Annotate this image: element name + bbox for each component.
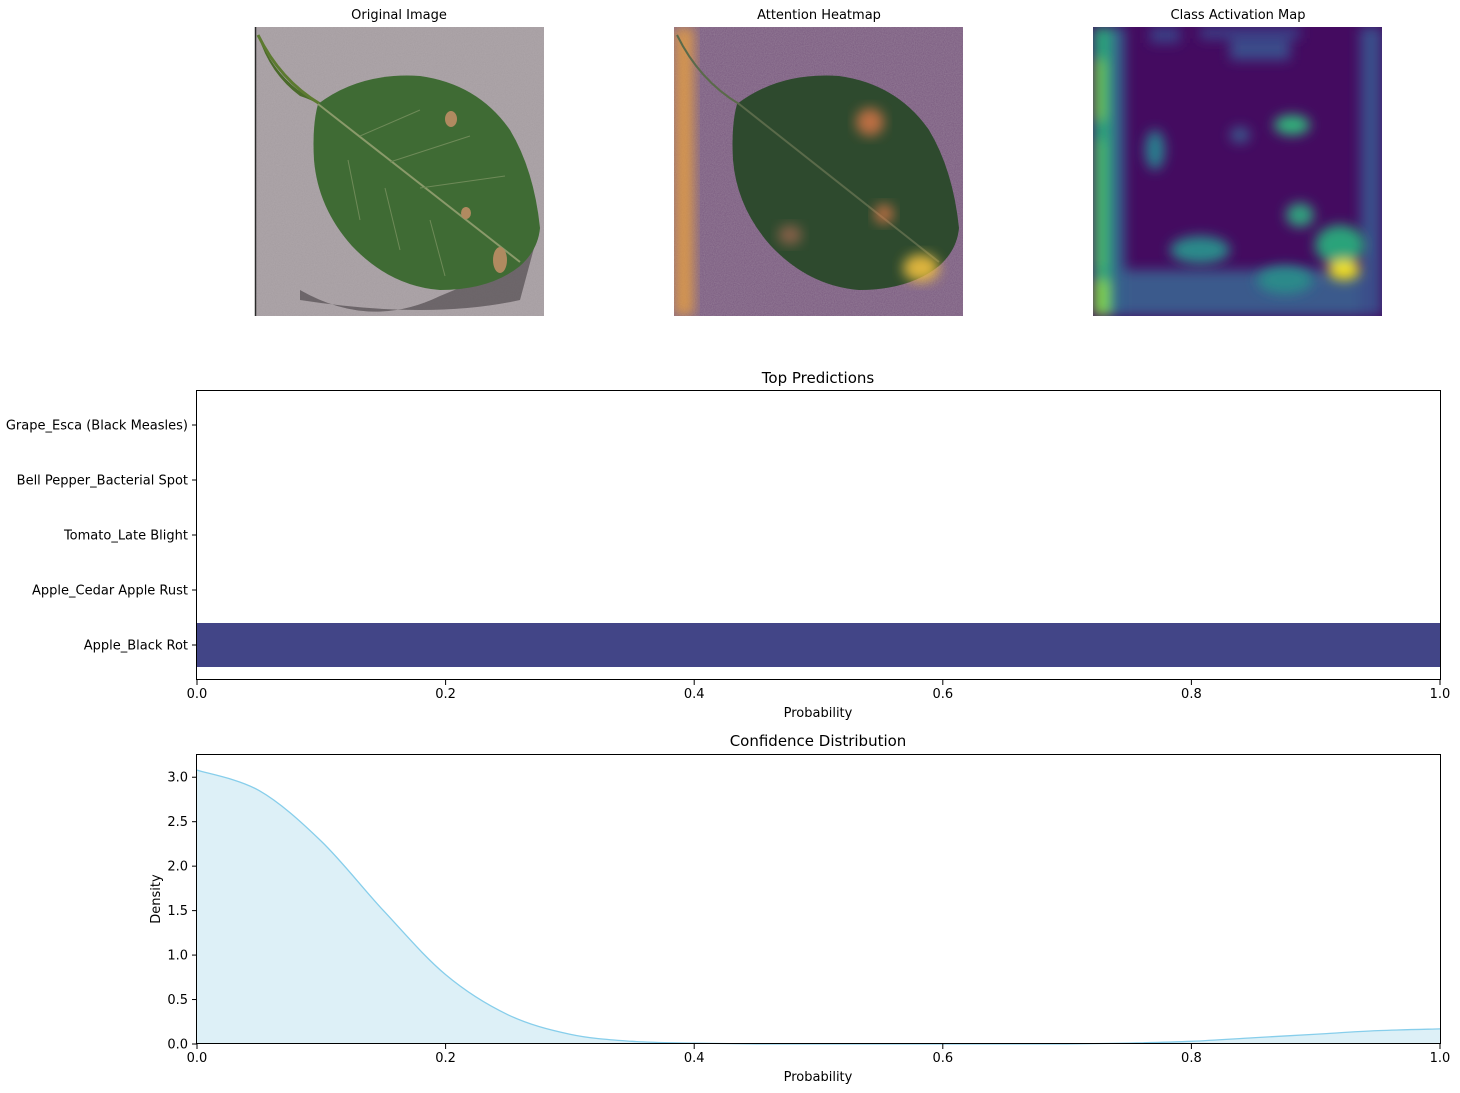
attention-heatmap-title: Attention Heatmap [757,8,881,23]
plot-frame [196,754,1441,1044]
y-tick-label: Bell Pepper_Bacterial Spot [17,474,188,489]
x-tick-label: 0.6 [932,1051,953,1066]
y-tick-label: 0.0 [167,1038,188,1053]
class-activation-map-panel: Class Activation Map [1093,8,1382,316]
class-activation-map-title: Class Activation Map [1171,8,1306,23]
y-tick-label: Apple_Cedar Apple Rust [32,584,188,599]
y-tick-label: 2.5 [167,815,188,830]
bar [197,623,1440,667]
y-tick-label: 3.0 [167,771,188,786]
x-tick-label: 0.2 [435,1051,456,1066]
x-tick-label: 1.0 [1430,1051,1451,1066]
x-axis-label: Probability [784,706,853,721]
attention-heatmap-image [674,27,963,316]
y-tick-label: Grape_Esca (Black Measles) [6,419,188,434]
y-tick-label: Tomato_Late Blight [63,529,188,544]
leaf-photo [254,27,544,316]
x-tick-label: 0.8 [1181,1051,1202,1066]
y-tick-label: Apple_Black Rot [84,639,188,654]
x-tick-label: 0.8 [1181,687,1202,702]
density-area [197,770,1440,1044]
chart-title: Confidence Distribution [730,732,907,750]
y-tick-label: 2.0 [167,860,188,875]
chart-title: Top Predictions [761,369,875,387]
x-tick-label: 0.0 [187,1051,208,1066]
x-tick-label: 0.0 [187,687,208,702]
x-tick-label: 0.2 [435,687,456,702]
y-axis-label: Density [149,874,164,924]
y-tick-label: 0.5 [167,993,188,1008]
x-tick-label: 0.4 [684,687,705,702]
x-tick-label: 0.4 [684,1051,705,1066]
x-axis-label: Probability [784,1070,853,1085]
y-tick-label: 1.5 [167,904,188,919]
y-tick-label: 1.0 [167,949,188,964]
top-predictions-chart: Top Predictions Apple_Black Rot Apple_Ced… [6,369,1451,721]
x-tick-label: 0.6 [932,687,953,702]
attention-heatmap-panel: Attention Heatmap [674,8,963,316]
original-image-panel: Original Image [254,8,544,316]
class-activation-map-image [1093,27,1382,316]
x-tick-label: 1.0 [1430,687,1451,702]
confidence-distribution-chart: Confidence Distribution 0.0 0.5 1.0 1.5 2.0 2… [149,732,1450,1085]
original-image-title: Original Image [351,8,447,23]
